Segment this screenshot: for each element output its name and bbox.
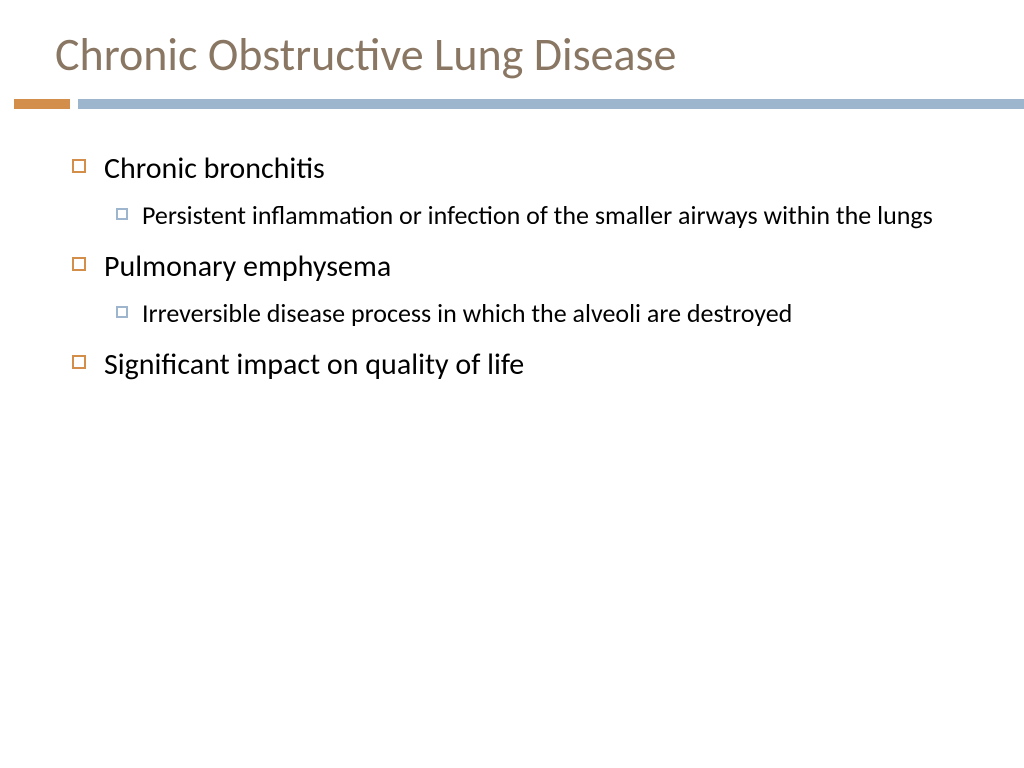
list-item-text: Significant impact on quality of life bbox=[104, 345, 524, 384]
list-item: Significant impact on quality of life bbox=[72, 345, 964, 384]
list-item-text: Pulmonary emphysema bbox=[104, 247, 391, 286]
title-area: Chronic Obstructive Lung Disease bbox=[0, 0, 1024, 81]
list-item: Pulmonary emphysema bbox=[72, 247, 964, 286]
list-subitem: Irreversible disease process in which th… bbox=[116, 296, 964, 331]
content-area: Chronic bronchitis Persistent inflammati… bbox=[0, 109, 1024, 384]
square-bullet-icon bbox=[116, 306, 128, 318]
list-subitem: Persistent inflammation or infection of … bbox=[116, 198, 964, 233]
list-item: Chronic bronchitis bbox=[72, 149, 964, 188]
square-bullet-icon bbox=[72, 257, 86, 271]
list-subitem-text: Irreversible disease process in which th… bbox=[142, 296, 792, 331]
square-bullet-icon bbox=[72, 159, 86, 173]
list-item-text: Chronic bronchitis bbox=[104, 149, 325, 188]
list-subitem-text: Persistent inflammation or infection of … bbox=[142, 198, 933, 233]
square-bullet-icon bbox=[72, 355, 86, 369]
square-bullet-icon bbox=[116, 208, 128, 220]
divider-accent bbox=[14, 99, 70, 109]
slide-title: Chronic Obstructive Lung Disease bbox=[55, 30, 1024, 81]
divider bbox=[0, 99, 1024, 109]
divider-main bbox=[78, 99, 1024, 109]
